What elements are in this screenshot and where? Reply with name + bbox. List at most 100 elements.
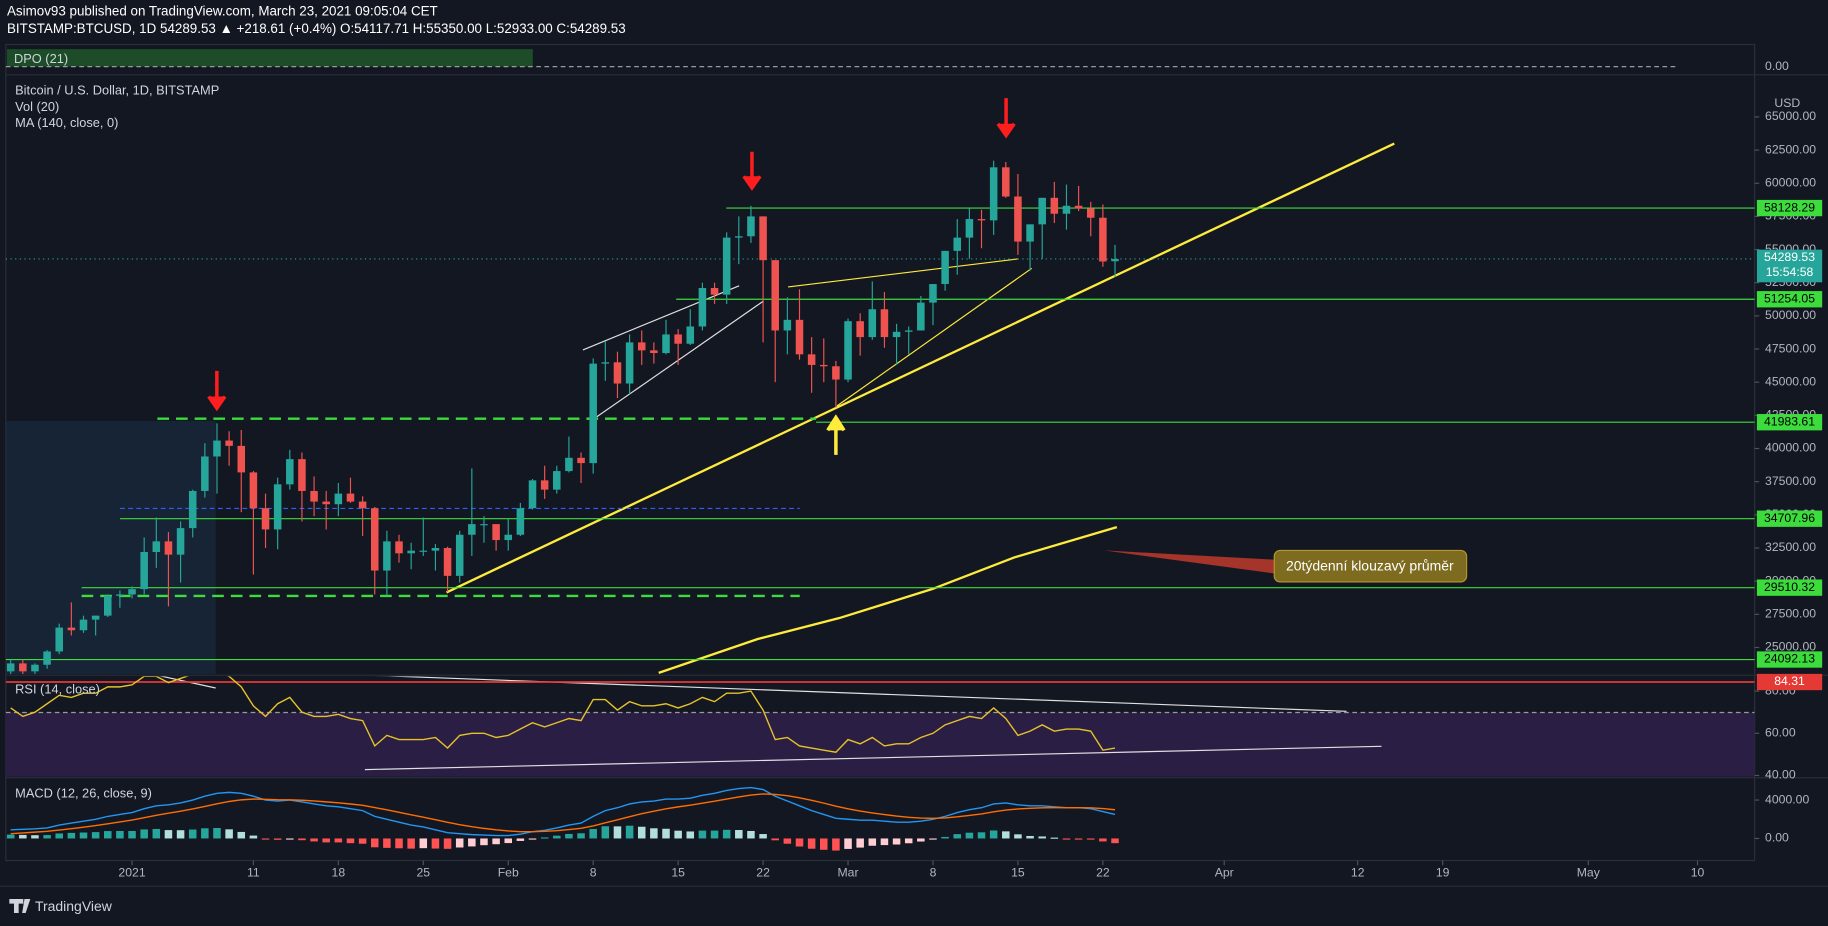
candle-body — [383, 541, 391, 571]
candle-body — [953, 237, 962, 251]
macd-histogram-bar — [310, 838, 318, 842]
level-label: 51254.05 — [1764, 291, 1815, 305]
macd-pane: 0.00 4000.00 — [6, 786, 1809, 851]
macd-histogram-bar — [79, 832, 88, 839]
candle-body — [140, 551, 148, 590]
macd-histogram-bar — [553, 835, 561, 839]
candle-body — [128, 589, 136, 595]
candle-body — [431, 548, 440, 551]
macd-histogram-bar — [104, 831, 112, 839]
candle-body — [977, 219, 986, 221]
macd-histogram-bar — [819, 838, 828, 850]
levels: 25000.0027500.0030000.0032500.0035000.00… — [5, 109, 1823, 668]
macd-histogram-bar — [565, 833, 573, 839]
candle-body — [807, 354, 816, 365]
macd-histogram-bar — [468, 838, 476, 847]
y-tick-label: 47500.00 — [1765, 341, 1816, 355]
level-label-box — [1756, 651, 1823, 668]
rsi-trend-line — [364, 745, 1382, 771]
macd-histogram-bar — [31, 835, 39, 839]
rsi-drawings — [159, 676, 1382, 771]
macd-histogram-bar — [589, 828, 597, 839]
level-label-box — [1756, 199, 1823, 217]
candle-body — [856, 321, 864, 338]
candle-body — [395, 541, 403, 554]
rsi-title: RSI (14, close) — [15, 682, 100, 697]
level-label-box — [1756, 510, 1823, 527]
macd-histogram-bar — [128, 830, 136, 839]
candle-body — [904, 330, 913, 332]
x-tick-label: 15 — [671, 866, 685, 880]
x-tick-label: Apr — [1215, 866, 1234, 880]
y-tick-label: 32500.00 — [1765, 540, 1816, 554]
candle-body — [795, 319, 804, 355]
y-tick-label: 37500.00 — [1765, 474, 1816, 488]
candle-body — [19, 663, 27, 672]
macd-histogram-bar — [504, 838, 513, 844]
rsi-trend-line — [382, 676, 1347, 712]
candle-body — [55, 627, 63, 652]
candle-body — [880, 309, 889, 338]
candle-body — [370, 508, 379, 571]
macd-histogram-bar — [674, 830, 682, 839]
macd-histogram-bar — [67, 832, 76, 839]
publish-line: Asimov93 published on TradingView.com, M… — [7, 3, 438, 18]
macd-histogram-bar — [249, 835, 258, 839]
x-tick-label: 15 — [1011, 866, 1025, 880]
macd-histogram-bar — [237, 831, 246, 839]
candle-body — [201, 456, 209, 491]
candle-body — [1074, 205, 1083, 209]
macd-histogram-bar — [1014, 834, 1022, 839]
candle-body — [261, 508, 270, 530]
candle-body — [601, 362, 610, 364]
x-tick-label: 8 — [930, 866, 937, 880]
level-label: 29510.32 — [1764, 580, 1815, 594]
symbol-line: BITSTAMP:BTCUSD, 1D 54289.53 ▲ +218.61 (… — [7, 21, 626, 36]
macd-histogram-bar — [844, 838, 852, 849]
macd-histogram-bar — [953, 834, 962, 839]
dpo-tick: 0.00 — [1765, 59, 1789, 73]
macd-histogram-bar — [140, 829, 148, 839]
macd-histogram-bar — [492, 838, 500, 845]
macd-histogram-bar — [407, 838, 415, 849]
candle-body — [407, 550, 415, 554]
macd-histogram-bar — [395, 838, 403, 849]
candle-body — [965, 219, 974, 238]
macd-histogram-bar — [1111, 838, 1119, 844]
channel-line — [788, 258, 1018, 288]
rsi-tick-label: 60.00 — [1765, 726, 1796, 740]
dpo-highlight — [6, 49, 533, 67]
candle-body — [225, 440, 233, 446]
candle-body — [1050, 197, 1059, 214]
macd-histogram-bar — [977, 832, 986, 839]
candle-body — [419, 550, 428, 552]
candle-body — [249, 472, 258, 509]
candle-body — [735, 236, 743, 238]
candle-body — [528, 480, 537, 509]
level-label-box — [1756, 291, 1823, 308]
x-tick-label: 18 — [332, 866, 346, 880]
brand-name[interactable]: TradingView — [35, 898, 113, 914]
candle-body — [650, 350, 658, 354]
candle-body — [104, 595, 112, 616]
candle-body — [747, 216, 755, 237]
candle-body — [637, 342, 646, 351]
last-price-label: 54289.53 — [1764, 250, 1815, 264]
candle-body — [492, 524, 500, 541]
last-price-box — [1756, 249, 1823, 283]
candle-body — [91, 615, 100, 620]
candle-body — [917, 302, 925, 331]
legend-ma: MA (140, close, 0) — [15, 115, 118, 130]
macd-histogram-bar — [188, 829, 197, 839]
candle-body — [577, 457, 585, 464]
x-tick-label: Mar — [837, 866, 858, 880]
candle-body — [152, 541, 161, 552]
macd-histogram-bar — [759, 834, 767, 839]
candle-body — [553, 471, 561, 490]
macd-histogram-bar — [164, 830, 173, 839]
candle-body — [989, 167, 998, 221]
candle-body — [6, 663, 15, 672]
candle-body — [443, 548, 452, 576]
candle-body — [1002, 167, 1010, 197]
candle-body — [722, 237, 731, 295]
